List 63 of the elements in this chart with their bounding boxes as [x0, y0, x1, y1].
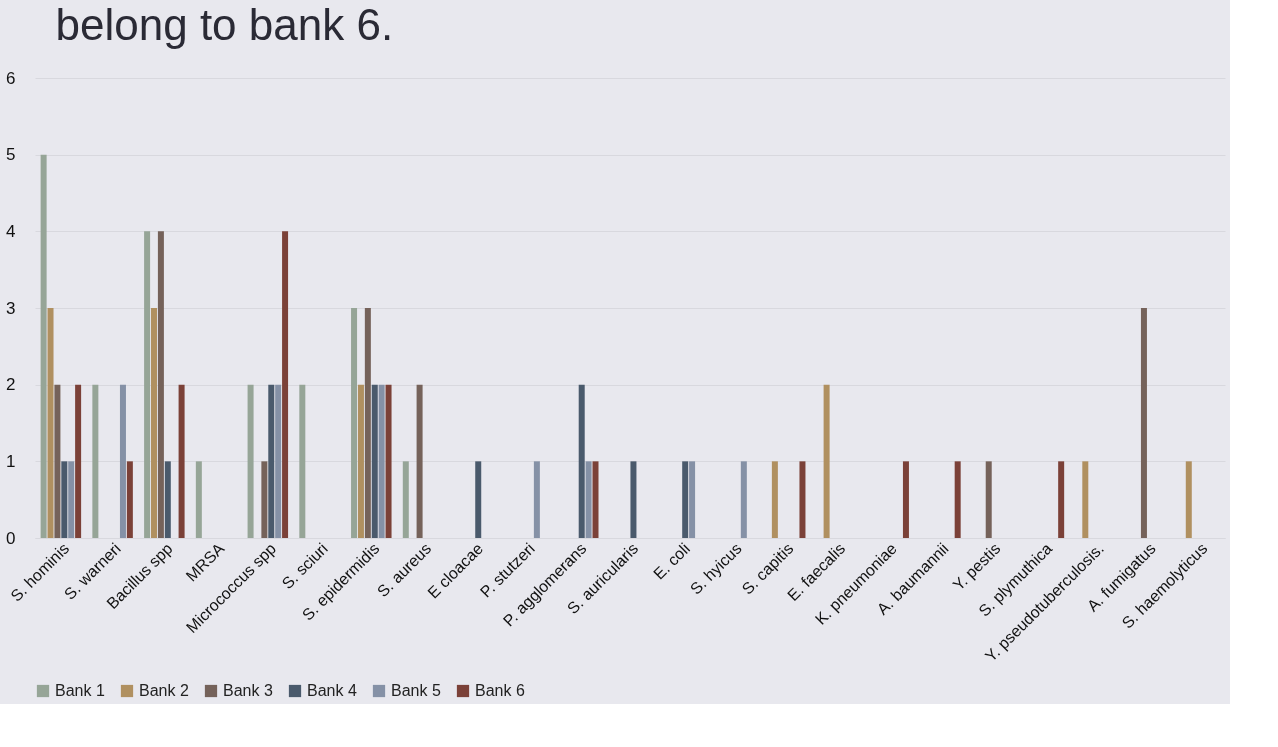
bar	[157, 231, 164, 538]
bar	[682, 461, 689, 538]
y-tick-label: 0	[6, 528, 16, 548]
legend-label: Bank 5	[391, 682, 441, 699]
bar	[351, 308, 358, 538]
bar	[402, 461, 409, 538]
bar	[416, 384, 423, 538]
legend-label: Bank 1	[55, 682, 105, 699]
y-tick-label: 2	[6, 375, 16, 395]
bar	[1140, 308, 1147, 538]
chart-title: belong to bank 6.	[55, 0, 394, 49]
bar	[54, 384, 61, 538]
bar	[68, 461, 75, 538]
legend-label: Bank 3	[223, 682, 273, 699]
bar	[689, 461, 696, 538]
bar	[61, 461, 68, 538]
bar	[533, 461, 540, 538]
bar	[585, 461, 592, 538]
bar	[75, 384, 82, 538]
bar	[1082, 461, 1089, 538]
bar	[823, 384, 830, 538]
y-tick-label: 6	[6, 68, 16, 88]
x-tick-label: E. coli	[650, 539, 694, 583]
y-tick-label: 4	[6, 221, 16, 241]
bar	[299, 384, 306, 538]
bar	[630, 461, 637, 538]
legend-label: Bank 2	[139, 682, 189, 699]
bar	[1185, 461, 1192, 538]
bar	[357, 384, 364, 538]
bar	[151, 308, 157, 538]
bar	[799, 461, 806, 538]
legend-label: Bank 6	[475, 682, 525, 699]
bar	[371, 384, 378, 538]
bar	[378, 384, 385, 538]
bar	[592, 461, 599, 538]
bar	[740, 461, 747, 538]
y-tick-label: 1	[6, 451, 16, 471]
bar	[40, 154, 47, 538]
bar	[364, 308, 371, 538]
bar	[195, 461, 202, 538]
y-tick-label: 5	[6, 145, 16, 165]
bar	[985, 461, 992, 538]
bar	[1058, 461, 1065, 538]
legend-label: Bank 4	[307, 682, 357, 699]
y-tick-label: 3	[6, 298, 16, 318]
bar	[771, 461, 778, 538]
bar	[275, 384, 282, 538]
bar	[475, 461, 482, 538]
bar	[119, 384, 126, 538]
bar	[385, 384, 392, 538]
bar	[47, 308, 54, 538]
bar	[178, 384, 185, 538]
bar	[126, 461, 133, 538]
bar	[164, 461, 171, 538]
bar	[268, 384, 275, 538]
bar	[247, 384, 254, 538]
bar	[144, 231, 151, 538]
bar	[261, 461, 268, 538]
bar	[954, 461, 961, 538]
bar	[92, 384, 99, 538]
bar	[902, 461, 909, 538]
bar	[578, 384, 585, 538]
bar	[282, 231, 289, 538]
